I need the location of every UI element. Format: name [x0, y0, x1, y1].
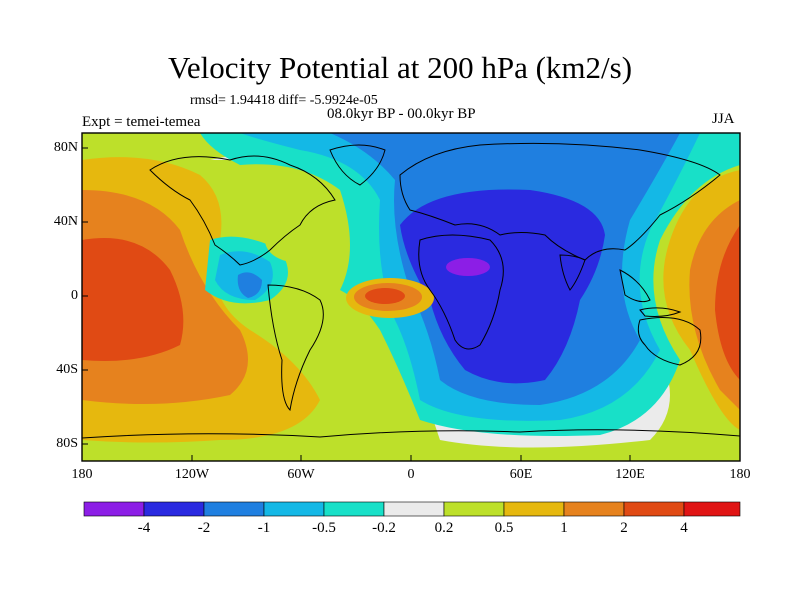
colorbar-swatch	[503, 501, 565, 517]
colorbar-swatch	[623, 501, 685, 517]
lat-label-0: 0	[71, 288, 78, 303]
colorbar-swatch	[263, 501, 325, 517]
lon-label-60e: 60E	[509, 467, 533, 482]
colorbar-label: 4	[680, 520, 688, 536]
tick-marks	[81, 147, 741, 461]
colorbar-swatch	[203, 501, 265, 517]
lon-label-60w: 60W	[287, 467, 315, 482]
colorbar-label: 1	[560, 520, 568, 536]
colorbar	[83, 501, 741, 517]
lat-label-80n: 80N	[53, 140, 78, 155]
colorbar-label: -1	[257, 520, 271, 536]
lat-label-80s: 80S	[56, 436, 78, 451]
colorbar-swatch	[83, 501, 145, 517]
colorbar-label: -4	[137, 520, 151, 536]
colorbar-label: 2	[620, 520, 628, 536]
colorbar-label: -0.2	[372, 520, 396, 536]
lon-label-120e: 120E	[615, 467, 645, 482]
colorbar-label: -2	[197, 520, 211, 536]
colorbar-label: 0.5	[494, 520, 514, 536]
colorbar-swatch	[443, 501, 505, 517]
stats-label: rmsd= 1.94418 diff= -5.9924e-05	[190, 93, 378, 108]
coastlines	[82, 142, 740, 439]
lat-label-40s: 40S	[56, 362, 78, 377]
map-title: Velocity Potential at 200 hPa (km2/s)	[167, 50, 633, 85]
colorbar-swatch	[563, 501, 625, 517]
lon-label-0: 0	[407, 467, 415, 482]
experiment-label: Expt = temei-temea	[82, 114, 201, 130]
colorbar-label: 0.2	[434, 520, 454, 536]
period-label: 08.0kyr BP - 00.0kyr BP	[327, 106, 476, 122]
lon-label-180w: 180	[71, 467, 93, 482]
contour-field	[82, 133, 740, 461]
lon-label-180e: 180	[729, 467, 751, 482]
colorbar-swatch	[683, 501, 741, 517]
colorbar-swatch	[383, 501, 445, 517]
lon-label-120w: 120W	[174, 467, 210, 482]
colorbar-label: -0.5	[312, 520, 336, 536]
colorbar-swatch	[143, 501, 205, 517]
season-label: JJA	[712, 111, 735, 127]
colorbar-swatch	[323, 501, 385, 517]
lat-label-40n: 40N	[53, 214, 78, 229]
